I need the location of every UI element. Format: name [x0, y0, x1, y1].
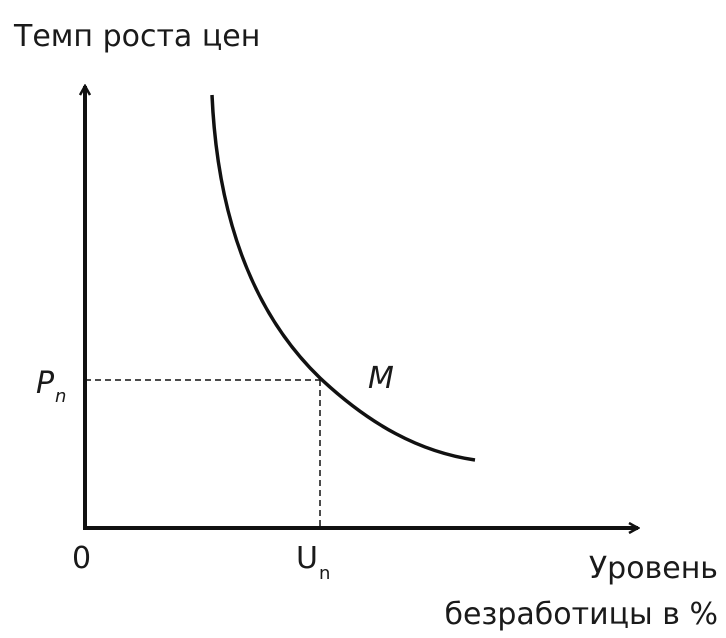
- point-label: M: [368, 361, 394, 396]
- x-marker-label: U: [296, 541, 318, 576]
- x-axis-label: безработицы в %: [444, 597, 718, 632]
- phillips-curve: [210, 94, 476, 462]
- y-marker-label: P: [36, 366, 55, 401]
- x-axis-label: Уровень: [589, 551, 718, 586]
- x-marker-subscript: n: [319, 563, 330, 584]
- y-axis-label: Темп роста цен: [13, 19, 260, 54]
- y-marker-subscript: n: [55, 386, 66, 407]
- origin-label: 0: [72, 541, 91, 576]
